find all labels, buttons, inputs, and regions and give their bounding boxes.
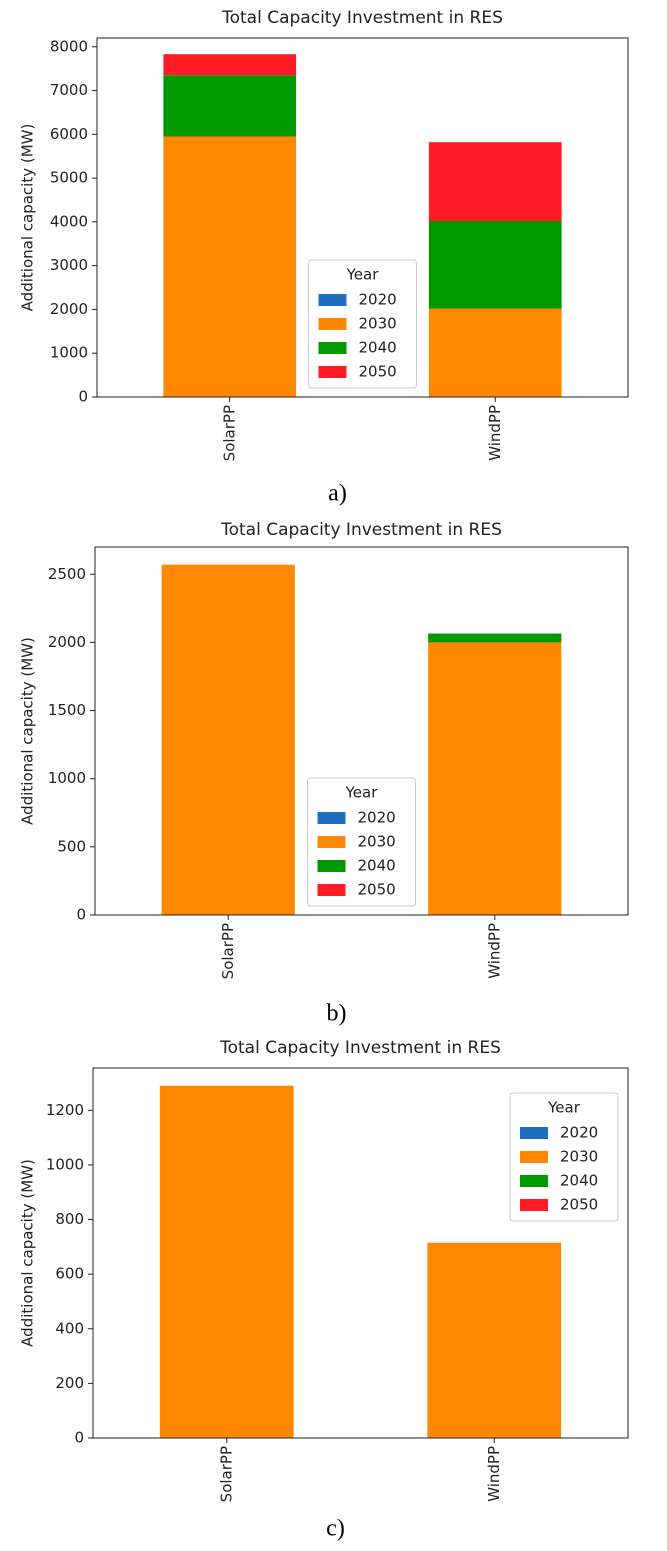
y-tick-label: 400 xyxy=(55,1319,84,1337)
y-tick-label: 500 xyxy=(57,837,86,855)
bar-segment xyxy=(428,308,562,397)
legend-label: 2030 xyxy=(358,833,396,851)
chart: Total Capacity Investment in RES Addition… xyxy=(19,520,629,1027)
bar-segment xyxy=(428,642,562,915)
y-tick-label: 1000 xyxy=(50,344,88,362)
y-tick-label: 1000 xyxy=(48,769,86,787)
legend-label: 2050 xyxy=(560,1196,598,1214)
bar-segment xyxy=(428,221,562,309)
legend-title: Year xyxy=(346,266,380,284)
legend-label: 2020 xyxy=(359,291,397,309)
y-tick-label: 1500 xyxy=(48,701,86,719)
y-tick-label: 3000 xyxy=(50,256,88,274)
y-tick-label: 7000 xyxy=(50,81,88,99)
chart: Total Capacity Investment in RES Addition… xyxy=(19,1038,629,1542)
bar-segment xyxy=(163,54,297,76)
chart-title: Total Capacity Investment in RES xyxy=(219,1038,501,1058)
legend-swatch xyxy=(520,1175,548,1187)
plot-frame xyxy=(94,546,629,916)
y-tick-label: 2500 xyxy=(48,565,86,583)
caption: c) xyxy=(326,1516,345,1542)
y-tick-label: 0 xyxy=(76,906,86,924)
y-tick-label: 4000 xyxy=(50,212,88,230)
y-axis-label: Additional capacity (MW) xyxy=(19,1159,37,1347)
bar-segment xyxy=(428,142,562,222)
y-tick-label: 1200 xyxy=(46,1101,84,1119)
bar-segment xyxy=(163,75,297,137)
bar-segment xyxy=(159,1085,294,1438)
x-tick-label: SolarPP xyxy=(219,923,237,979)
bar-segment xyxy=(163,136,297,397)
legend-swatch xyxy=(318,294,347,306)
legend-swatch xyxy=(520,1127,548,1139)
bar-segment xyxy=(428,633,562,643)
legend-label: 2040 xyxy=(358,857,396,875)
legend-title: Year xyxy=(547,1099,581,1117)
y-tick-label: 800 xyxy=(55,1210,84,1228)
y-tick-label: 600 xyxy=(55,1265,84,1283)
legend-swatch xyxy=(520,1151,548,1163)
legend-title: Year xyxy=(345,784,379,802)
legend-label: 2020 xyxy=(358,809,396,827)
y-tick-label: 200 xyxy=(55,1374,84,1392)
legend-label: 2040 xyxy=(359,339,397,357)
legend-label: 2030 xyxy=(560,1148,598,1166)
legend-box xyxy=(509,1092,619,1222)
y-tick-label: 2000 xyxy=(48,633,86,651)
x-tick-label: WindPP xyxy=(486,405,504,461)
legend-label: 2020 xyxy=(560,1124,598,1142)
plot-frame xyxy=(92,1067,629,1439)
y-tick-label: 6000 xyxy=(50,125,88,143)
legend-swatch xyxy=(317,812,346,824)
legend-swatch xyxy=(317,860,346,872)
y-tick-label: 0 xyxy=(78,388,88,406)
legend-box xyxy=(308,259,417,389)
caption: a) xyxy=(328,481,347,507)
y-axis-label: Additional capacity (MW) xyxy=(19,124,37,312)
y-axis-label: Additional capacity (MW) xyxy=(19,637,37,825)
legend-label: 2050 xyxy=(358,881,396,899)
x-tick-label: WindPP xyxy=(485,1446,503,1502)
y-tick-label: 1000 xyxy=(46,1155,84,1173)
legend-swatch xyxy=(318,366,347,378)
legend-label: 2030 xyxy=(359,315,397,333)
legend-swatch xyxy=(317,884,346,896)
legend-label: 2040 xyxy=(560,1172,598,1190)
bar-segment xyxy=(427,1242,562,1438)
legend-swatch xyxy=(318,342,347,354)
legend-box xyxy=(307,777,416,907)
bar-segment xyxy=(161,564,295,915)
x-tick-label: SolarPP xyxy=(217,1446,235,1502)
x-tick-label: SolarPP xyxy=(220,405,238,461)
y-tick-label: 2000 xyxy=(50,300,88,318)
chart-title: Total Capacity Investment in RES xyxy=(221,8,503,28)
legend-swatch xyxy=(317,836,346,848)
legend-swatch xyxy=(520,1199,548,1211)
legend-swatch xyxy=(318,318,347,330)
y-tick-label: 5000 xyxy=(50,169,88,187)
y-tick-label: 8000 xyxy=(50,37,88,55)
chart-title: Total Capacity Investment in RES xyxy=(220,520,502,540)
y-tick-label: 0 xyxy=(74,1429,84,1447)
plot-frame xyxy=(96,37,629,398)
legend-label: 2050 xyxy=(359,363,397,381)
caption: b) xyxy=(327,1001,347,1027)
chart: Total Capacity Investment in RES Addition… xyxy=(19,8,629,507)
x-tick-label: WindPP xyxy=(485,923,503,979)
